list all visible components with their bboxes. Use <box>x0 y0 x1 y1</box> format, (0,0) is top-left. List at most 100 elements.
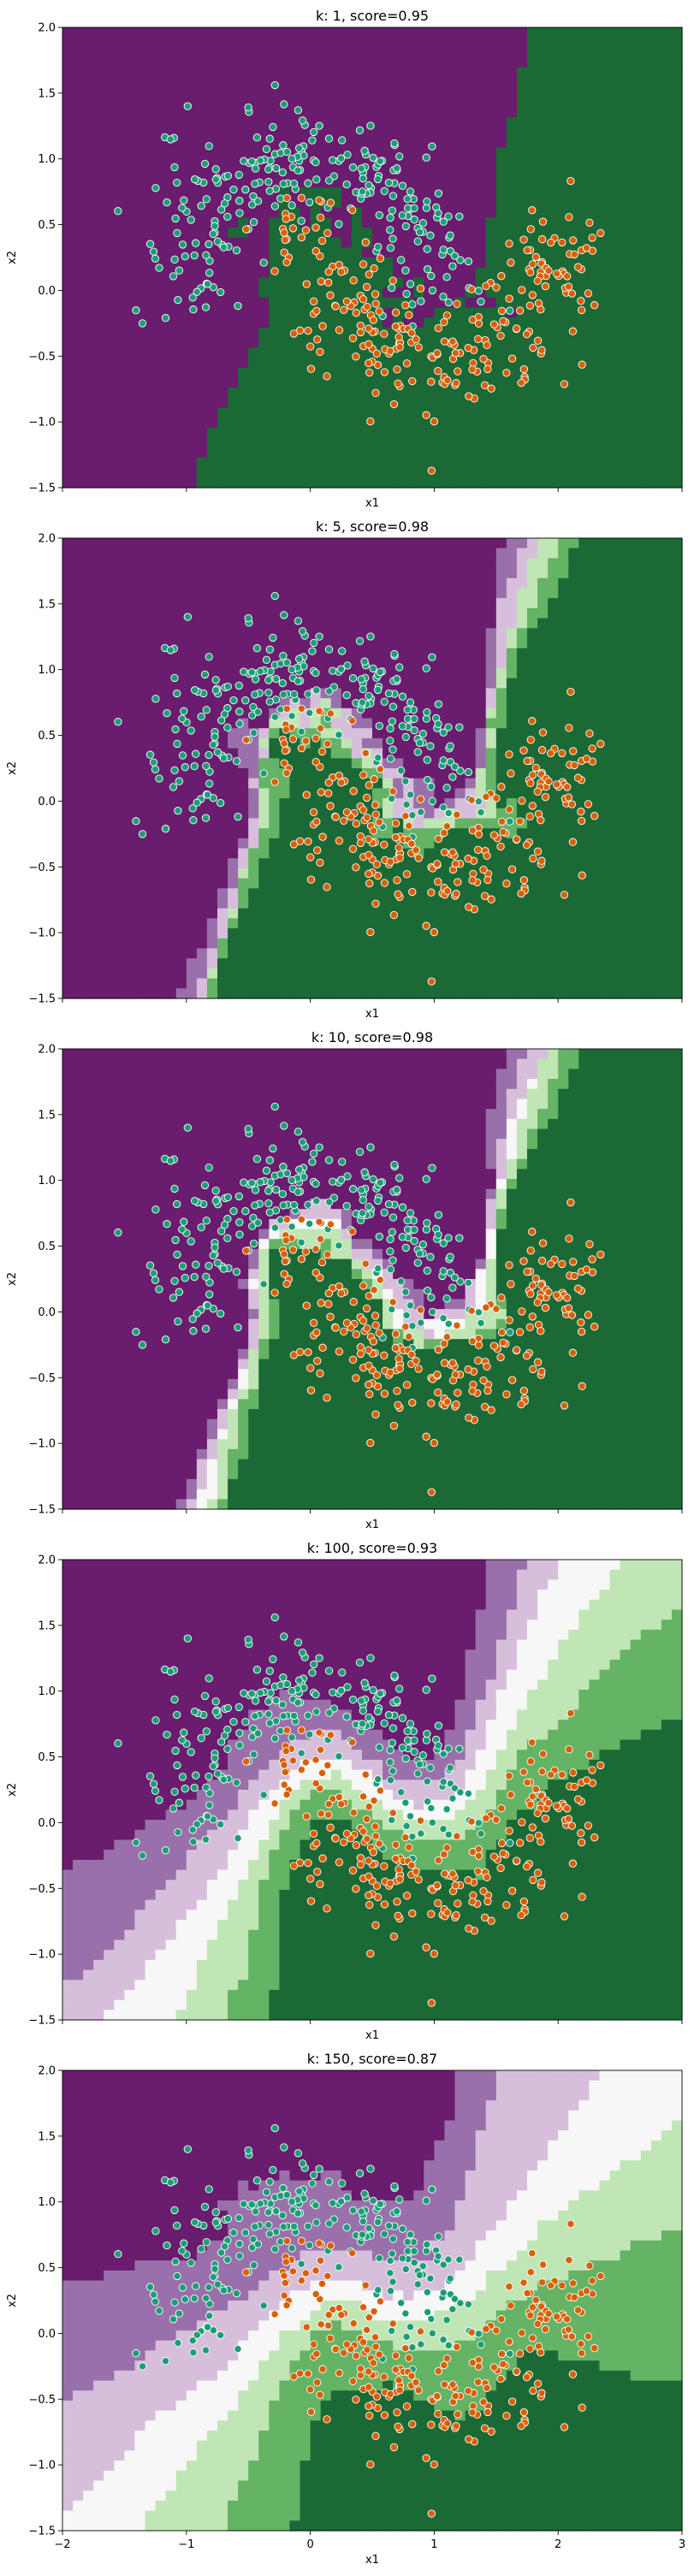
region-cell <box>558 157 569 169</box>
region-cell <box>403 247 414 258</box>
region-cell <box>403 467 414 478</box>
region-cell <box>434 768 446 779</box>
region-cell <box>155 437 167 448</box>
region-cell <box>269 317 280 329</box>
region-cell <box>104 57 115 68</box>
region-cell <box>93 37 104 48</box>
region-cell <box>383 658 394 669</box>
region-cell <box>155 968 167 980</box>
point-class0 <box>188 293 197 302</box>
region-cell <box>238 477 249 489</box>
region-cell <box>310 317 322 329</box>
region-cell <box>330 898 342 909</box>
region-cell <box>114 538 125 549</box>
region-cell <box>279 588 291 599</box>
region-cell <box>454 37 466 48</box>
point-class0 <box>374 242 383 252</box>
region-cell <box>650 167 662 179</box>
region-cell <box>485 437 497 448</box>
region-cell <box>73 558 84 569</box>
point-class1 <box>371 299 380 308</box>
region-cell <box>403 648 414 659</box>
region-cell <box>527 437 538 448</box>
region-cell <box>403 598 414 609</box>
region-cell <box>424 457 435 469</box>
region-cell <box>434 277 446 288</box>
region-cell <box>62 658 74 669</box>
region-cell <box>93 868 104 879</box>
region-cell <box>589 187 601 198</box>
region-cell <box>145 828 157 839</box>
region-cell <box>186 708 198 720</box>
region-cell <box>73 808 84 820</box>
region-cell <box>73 407 84 418</box>
point-class1 <box>585 218 594 227</box>
region-cell <box>289 848 301 859</box>
region-cell <box>383 938 394 950</box>
region-cell <box>104 758 115 769</box>
region-cell <box>403 878 414 889</box>
region-cell <box>145 87 157 98</box>
region-cell <box>114 758 125 769</box>
region-cell <box>217 347 228 358</box>
region-cell <box>93 467 104 478</box>
region-cell <box>155 467 167 478</box>
region-cell <box>258 417 270 429</box>
region-cell <box>248 267 259 278</box>
point-class0 <box>178 240 187 249</box>
point-class1 <box>356 328 365 337</box>
region-cell <box>93 207 104 218</box>
region-cell <box>310 548 322 559</box>
region-cell <box>393 968 404 980</box>
region-cell <box>620 217 632 228</box>
region-cell <box>206 477 218 489</box>
region-cell <box>104 417 115 429</box>
region-cell <box>413 57 424 68</box>
point-class1 <box>563 272 572 281</box>
region-cell <box>62 437 74 448</box>
region-cell <box>620 147 632 158</box>
region-cell <box>238 367 249 378</box>
region-cell <box>671 47 683 58</box>
region-cell <box>361 247 373 258</box>
point-class0 <box>170 163 179 172</box>
region-cell <box>516 57 528 68</box>
point-class0 <box>205 142 213 151</box>
region-cell <box>134 768 146 779</box>
region-cell <box>134 237 146 248</box>
region-cell <box>186 648 198 659</box>
region-cell <box>73 568 84 579</box>
region-cell <box>403 47 414 58</box>
region-cell <box>83 57 94 68</box>
region-cell <box>124 47 136 58</box>
region-cell <box>495 207 507 218</box>
region-cell <box>279 868 291 879</box>
region-cell <box>320 898 332 909</box>
region-cell <box>217 117 228 128</box>
point-class0 <box>298 116 307 125</box>
region-cell <box>393 267 404 278</box>
region-cell <box>393 97 404 109</box>
region-cell <box>661 447 673 459</box>
region-cell <box>310 477 322 489</box>
region-cell <box>124 287 136 299</box>
region-cell <box>114 47 125 58</box>
region-cell <box>599 137 611 148</box>
region-cell <box>341 388 353 399</box>
region-cell <box>73 467 84 478</box>
region-cell <box>393 247 404 258</box>
region-cell <box>454 167 466 179</box>
region-cell <box>93 57 104 68</box>
region-cell <box>155 357 167 369</box>
region-cell <box>361 568 373 579</box>
region-cell <box>186 577 198 589</box>
point-class1 <box>412 335 420 344</box>
region-cell <box>217 737 228 749</box>
region-cell <box>155 327 167 339</box>
region-cell <box>558 167 569 179</box>
region-cell <box>341 447 353 459</box>
region-cell <box>104 267 115 278</box>
region-cell <box>279 57 291 68</box>
region-cell <box>310 968 322 980</box>
region-cell <box>62 758 74 769</box>
